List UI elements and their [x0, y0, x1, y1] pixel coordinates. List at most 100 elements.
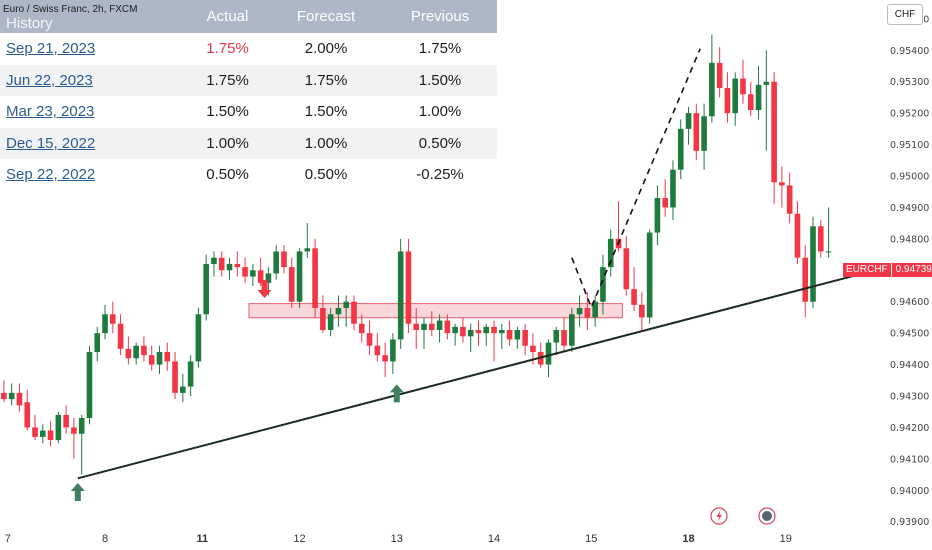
candle-body	[86, 352, 93, 418]
candle-body	[366, 333, 373, 346]
candle-body	[47, 430, 54, 440]
candle-body	[545, 342, 552, 365]
candle-body	[794, 213, 801, 258]
x-tick-label: 18	[682, 533, 694, 545]
candle-body	[390, 339, 396, 362]
history-row: Sep 22, 2022 0.50% 0.50% -0.25%	[0, 159, 497, 191]
candle-body	[102, 314, 108, 334]
candle-body	[110, 314, 116, 324]
candle-body	[631, 289, 637, 305]
candle-body	[250, 270, 256, 277]
candle-body	[810, 226, 816, 302]
y-tick-label: 0.95400	[890, 46, 929, 57]
x-tick-label: 11	[196, 533, 208, 545]
candle-body	[499, 330, 505, 334]
candle-body	[172, 361, 178, 393]
candle-body	[343, 301, 350, 308]
history-table: Actual Forecast Previous Sep 21, 2023 1.7…	[0, 0, 497, 191]
candle-body	[374, 345, 381, 356]
history-forecast-cell: 2.00%	[304, 40, 348, 58]
candle-body	[436, 320, 443, 330]
candle-body	[304, 248, 311, 252]
lightning-bolt-icon	[716, 510, 722, 522]
candle-body	[825, 251, 832, 253]
candle-body	[475, 330, 482, 334]
last-price-symbol: EURCHF	[843, 263, 891, 277]
candle-body	[358, 323, 365, 334]
candle-body	[8, 392, 15, 400]
candle-body	[296, 251, 303, 302]
candle-body	[452, 326, 458, 334]
candle-body	[592, 301, 598, 318]
candle-body	[584, 308, 591, 318]
candle-body	[724, 88, 731, 114]
history-actual-cell: 1.75%	[206, 71, 249, 89]
history-date-cell: Sep 21, 2023	[0, 33, 186, 65]
candle-body	[288, 267, 295, 302]
y-tick-label: 0.94100	[890, 454, 929, 465]
history-header-row: Actual Forecast Previous	[0, 0, 497, 33]
candle-body	[755, 84, 762, 110]
y-tick-label: 0.94500	[890, 329, 929, 340]
x-tick-label: 14	[488, 533, 500, 545]
y-tick-label: 0.94600	[890, 297, 929, 308]
candle-body	[382, 355, 388, 362]
y-tick-label: 0.95300	[890, 77, 929, 88]
candle-body	[164, 352, 171, 362]
y-tick-label: 0.95100	[890, 140, 929, 151]
candle-body	[413, 323, 420, 330]
candle-body	[125, 348, 132, 359]
candle-body	[639, 304, 645, 318]
history-previous-cell: 1.75%	[418, 40, 462, 58]
history-header-actual: Actual	[206, 8, 249, 25]
candle-body	[522, 330, 528, 346]
history-forecast-cell: 1.75%	[304, 71, 348, 89]
y-tick-label: 0.95000	[890, 172, 929, 183]
currency-badge[interactable]: CHF	[887, 4, 923, 25]
candle-body	[1, 392, 7, 400]
candle-body	[71, 427, 77, 434]
y-tick-label: 0.94900	[890, 203, 929, 214]
candle-body	[530, 345, 536, 352]
candle-body	[257, 270, 264, 283]
candle-body	[234, 264, 241, 268]
candle-body	[335, 308, 342, 315]
history-date-cell: Mar 23, 2023	[0, 96, 186, 128]
candle-body	[491, 326, 497, 334]
candle-body	[444, 320, 451, 334]
history-date-cell: Sep 22, 2022	[0, 159, 186, 191]
candle-body	[483, 326, 490, 334]
candle-body	[817, 226, 824, 252]
candle-body	[203, 264, 209, 315]
history-forecast-cell: 1.50%	[304, 103, 348, 121]
history-header-previous: Previous	[410, 8, 470, 25]
history-actual-cell: 0.50%	[206, 166, 249, 184]
history-header-forecast: Forecast	[296, 8, 356, 25]
candle-body	[670, 169, 676, 208]
x-tick-label: 8	[102, 533, 108, 545]
candle-body	[654, 198, 661, 233]
x-tick-label: 15	[585, 533, 597, 545]
history-date-link[interactable]: Mar 23, 2023	[6, 103, 95, 121]
history-date-link[interactable]: Sep 22, 2022	[6, 166, 96, 184]
history-row: Sep 21, 2023 1.75% 2.00% 1.75%	[0, 33, 497, 65]
x-tick-label: 19	[780, 533, 792, 545]
history-date-link[interactable]: Sep 21, 2023	[6, 40, 96, 58]
history-date-link[interactable]: Jun 22, 2023	[6, 71, 93, 89]
trendline	[77, 274, 857, 480]
candle-body	[156, 352, 163, 365]
candle-body	[779, 182, 785, 186]
candle-body	[607, 238, 614, 268]
candle-body	[569, 314, 575, 346]
candle-body	[312, 248, 318, 308]
candle-body	[428, 323, 435, 330]
history-actual-cell: 1.50%	[206, 103, 249, 121]
candle-body	[94, 333, 101, 352]
history-date-cell: Jun 22, 2023	[0, 65, 186, 97]
candle-body	[55, 414, 62, 440]
history-date-link[interactable]: Dec 15, 2022	[6, 134, 96, 152]
candle-body	[763, 81, 770, 85]
candle-body	[685, 113, 692, 129]
candle-body	[740, 78, 746, 95]
candle-body	[514, 330, 521, 340]
